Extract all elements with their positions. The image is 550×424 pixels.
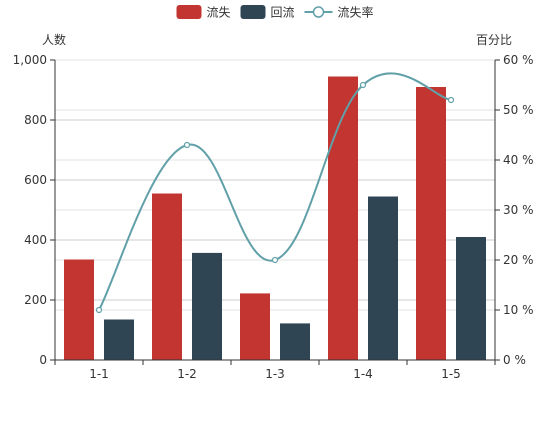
y-right-tick-label: 0 %	[503, 353, 526, 367]
bar-return-1-2[interactable]	[192, 252, 222, 360]
legend-label: 流失	[207, 5, 231, 20]
line-point-1-3[interactable]	[271, 256, 279, 264]
bar-return-1-3[interactable]	[280, 323, 310, 360]
legend-swatch	[176, 5, 202, 19]
y-right-tick-label: 50 %	[503, 103, 534, 117]
bar-churn-1-5[interactable]	[416, 87, 446, 360]
y-axis-left-label: 人数	[42, 32, 66, 47]
legend-marker	[312, 6, 325, 18]
bar-churn-1-2[interactable]	[152, 193, 182, 361]
line-point-1-4[interactable]	[359, 81, 367, 89]
bar-return-1-4[interactable]	[368, 196, 398, 361]
legend-label: 流失率	[338, 5, 374, 20]
legend-label: 回流	[271, 6, 295, 20]
axes: 0 200 400 600 800 1,000 0 % 10 % 20 % 30 % 40 % 50 …	[13, 53, 534, 381]
y-right-tick-label: 10 %	[503, 303, 534, 317]
bar-churn-1-1[interactable]	[64, 259, 94, 361]
line-churn-rate[interactable]	[98, 72, 452, 311]
line-point-1-2[interactable]	[183, 141, 191, 149]
legend[interactable]: 流失 回流 流失率	[176, 5, 374, 20]
bar-return-1-5[interactable]	[456, 237, 486, 360]
bar-series[interactable]	[64, 76, 486, 361]
legend-item-回流[interactable]: 回流	[240, 5, 295, 20]
x-tick-label: 1-3	[265, 367, 285, 381]
legend-item-流失率[interactable]: 流失率	[304, 5, 374, 20]
y-left-tick-label: 600	[24, 173, 47, 187]
x-tick-label: 1-4	[353, 367, 373, 381]
y-right-tick-label: 20 %	[503, 253, 534, 267]
x-tick-label: 1-2	[177, 367, 197, 381]
y-axis-right-label: 百分比	[476, 33, 512, 47]
y-right-tick-label: 60 %	[503, 53, 534, 67]
y-left-tick-label: 400	[24, 233, 47, 247]
x-tick-label: 1-5	[441, 367, 461, 381]
line-series[interactable]	[95, 72, 455, 314]
y-right-tick-label: 30 %	[503, 203, 534, 217]
legend-item-流失[interactable]: 流失	[176, 5, 231, 20]
bar-return-1-1[interactable]	[104, 319, 134, 361]
y-left-tick-label: 200	[24, 293, 47, 307]
y-left-tick-label: 800	[24, 113, 47, 127]
bar-churn-1-3[interactable]	[240, 293, 270, 360]
line-point-1-5[interactable]	[447, 96, 455, 104]
x-tick-label: 1-1	[89, 367, 109, 381]
legend-swatch	[240, 5, 266, 19]
y-left-tick-label: 0	[39, 353, 47, 367]
y-left-tick-label: 1,000	[13, 53, 47, 67]
y-right-tick-label: 40 %	[503, 153, 534, 167]
bar-churn-1-4[interactable]	[328, 76, 358, 361]
line-point-1-1[interactable]	[95, 306, 103, 314]
